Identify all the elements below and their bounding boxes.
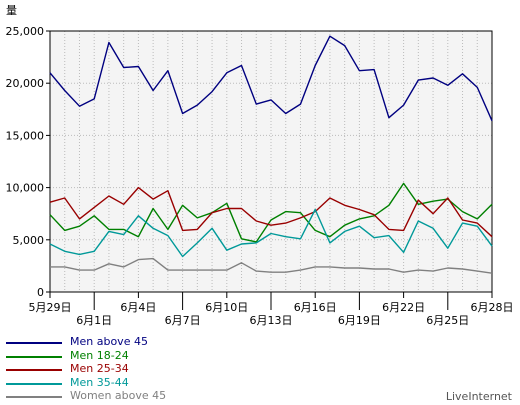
legend-label: Men 35-44 <box>70 375 129 389</box>
legend-label: Women above 45 <box>70 389 167 402</box>
y-tick-label: 10,000 <box>6 182 45 195</box>
legend-swatch <box>6 355 62 358</box>
series-line-0 <box>49 35 493 122</box>
brand-label: LiveInternet <box>445 390 512 403</box>
series-line-3 <box>49 208 493 258</box>
legend-label: Men 25-34 <box>70 362 129 375</box>
x-tick-label: 6月28日 <box>471 301 514 314</box>
x-axis-ticks: 5月29日 6月4日 6月10日 6月16日 6月22日 6月28日 6月1日 6月7日 6月1… <box>29 292 514 327</box>
x-tick-label: 6月13日 <box>250 314 293 327</box>
x-tick-label: 6月22日 <box>382 301 425 314</box>
legend-label: Men above 45 <box>70 335 148 348</box>
plot-background <box>50 31 492 292</box>
line-chart: 量 0 5,000 10,000 15,000 20,000 25,000 5月29日 6月… <box>6 4 514 327</box>
legend-swatch <box>6 396 62 398</box>
y-tick-label: 0 <box>37 286 44 299</box>
series-line-1 <box>49 182 493 243</box>
x-tick-label: 6月7日 <box>165 314 201 327</box>
series-line-2 <box>49 186 493 238</box>
x-tick-label: 5月29日 <box>29 301 72 314</box>
x-tick-label: 6月19日 <box>338 314 381 327</box>
y-tick-label: 5,000 <box>13 234 45 247</box>
x-tick-label: 6月1日 <box>76 314 112 327</box>
x-tick-label: 6月16日 <box>294 301 337 314</box>
legend-swatch <box>6 382 62 385</box>
y-axis-ticks: 0 5,000 10,000 15,000 20,000 25,000 <box>6 25 50 299</box>
y-tick-label: 20,000 <box>6 77 45 90</box>
x-tick-label: 6月4日 <box>120 301 156 314</box>
legend-label: Men 18-24 <box>70 348 129 362</box>
series-lines <box>49 35 493 274</box>
y-axis-label: 量 <box>6 4 17 17</box>
legend-swatch <box>6 369 62 371</box>
series-line-4 <box>50 257 493 274</box>
y-tick-label: 25,000 <box>6 25 45 38</box>
legend-swatch <box>6 342 62 344</box>
x-tick-label: 6月25日 <box>426 314 469 327</box>
x-tick-label: 6月10日 <box>205 301 248 314</box>
y-tick-label: 15,000 <box>6 129 45 142</box>
